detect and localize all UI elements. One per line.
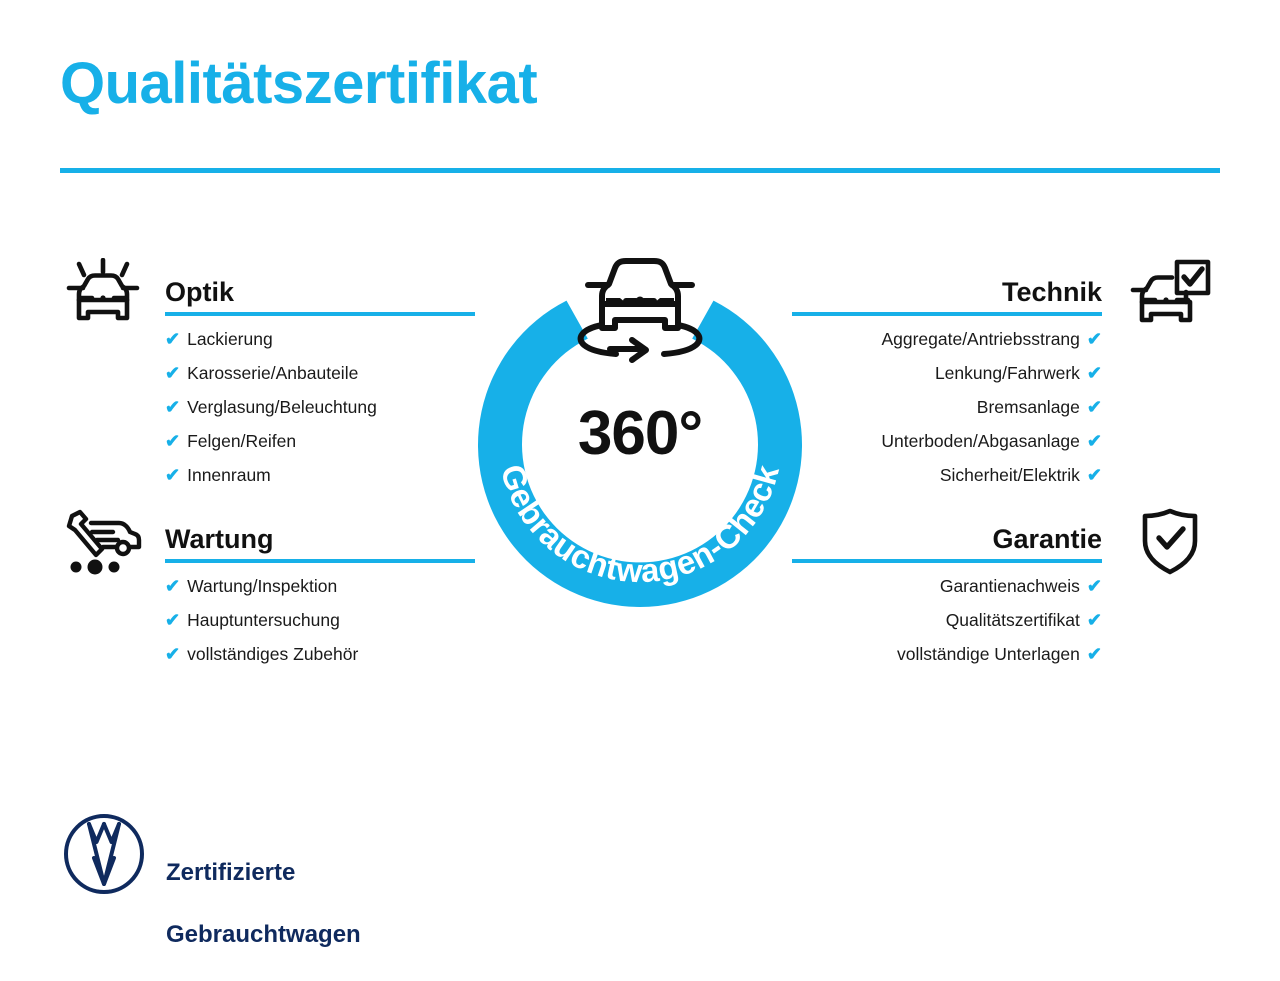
section-optik-list: ✔ Lackierung ✔ Karosserie/Anbauteile ✔ Verg… [55,324,475,490]
title-divider [60,168,1220,173]
section-technik-divider [792,312,1102,316]
list-item-label: Unterboden/Abgasanlage [881,431,1080,451]
gebrauchtwagen-check-badge: Gebrauchtwagen-Check 360° [452,252,828,628]
section-garantie-title: Garantie [992,524,1102,554]
car-front-shine-icon [61,257,145,330]
list-item-label: Hauptuntersuchung [187,610,340,630]
section-optik-header: Optik [55,257,475,321]
shield-check-icon [1128,505,1212,577]
section-garantie: Garantie Garantienachweis ✔ Qualitätszert… [792,505,1220,669]
check-icon: ✔ [1086,644,1102,664]
check-icon: ✔ [1086,576,1102,596]
section-garantie-divider [792,559,1102,563]
badge-ring-graphic: Gebrauchtwagen-Check [477,300,802,607]
check-icon: ✔ [165,431,181,451]
section-wartung-list: ✔ Wartung/Inspektion ✔ Hauptuntersuchung ✔… [55,571,475,669]
list-item: ✔ Felgen/Reifen [165,426,475,456]
list-item-label: Bremsanlage [976,397,1080,417]
check-icon: ✔ [165,576,181,596]
check-icon: ✔ [165,610,181,630]
list-item-label: vollständiges Zubehör [187,644,359,664]
list-item-label: Karosserie/Anbauteile [187,363,359,383]
section-garantie-header: Garantie [792,505,1220,575]
section-technik-header: Technik [792,258,1220,323]
list-item-label: Sicherheit/Elektrik [939,465,1080,485]
list-item: ✔ vollständiges Zubehör [165,639,475,669]
list-item-label: Innenraum [187,465,271,485]
check-icon: ✔ [1086,610,1102,630]
list-item-label: Lackierung [187,329,273,349]
check-icon: ✔ [165,397,181,417]
check-icon: ✔ [165,465,181,485]
list-item: ✔ Innenraum [165,460,475,490]
check-icon: ✔ [165,329,181,349]
check-icon: ✔ [1086,397,1102,417]
ring-shape [477,300,802,607]
page-title: Qualitätszertifikat [60,51,538,116]
footer-brand-label: Zertifizierte Gebrauchtwagen [166,826,361,981]
check-icon: ✔ [1086,363,1102,383]
list-item: Bremsanlage ✔ [800,392,1102,422]
section-technik-list: Aggregate/Antriebsstrang ✔ Lenkung/Fahrwe… [800,324,1220,490]
list-item-label: vollständige Unterlagen [897,644,1080,664]
list-item: ✔ Hauptuntersuchung [165,605,475,635]
list-item: Aggregate/Antriebsstrang ✔ [800,324,1102,354]
list-item-label: Qualitätszertifikat [945,610,1080,630]
check-icon: ✔ [165,644,181,664]
section-wartung-header: Wartung [55,505,475,575]
list-item: Unterboden/Abgasanlage ✔ [800,426,1102,456]
section-garantie-list: Garantienachweis ✔ Qualitätszertifikat ✔ v… [800,571,1220,669]
section-technik: Technik Aggregate/Antriebsstrang ✔ Lenkun… [792,258,1220,490]
list-item-label: Garantienachweis [939,576,1080,596]
list-item: ✔ Lackierung [165,324,475,354]
car-checkbox-icon [1128,258,1212,330]
list-item: ✔ Verglasung/Beleuchtung [165,392,475,422]
section-optik-title: Optik [165,277,235,307]
list-item-label: Verglasung/Beleuchtung [187,397,377,417]
list-item: Lenkung/Fahrwerk ✔ [800,358,1102,388]
badge-center-value: 360° [577,399,703,468]
list-item: ✔ Karosserie/Anbauteile [165,358,475,388]
volkswagen-logo-icon [62,812,146,896]
list-item: Sicherheit/Elektrik ✔ [800,460,1102,490]
list-item: vollständige Unterlagen ✔ [800,639,1102,669]
list-item-label: Lenkung/Fahrwerk [934,363,1080,383]
section-optik: Optik ✔ Lackierung ✔ Karosserie/Anbauteile… [55,257,475,490]
list-item: ✔ Wartung/Inspektion [165,571,475,601]
section-wartung-title: Wartung [165,524,274,554]
check-icon: ✔ [1086,465,1102,485]
section-optik-divider [165,312,475,316]
list-item-label: Felgen/Reifen [187,431,297,451]
section-wartung-divider [165,559,475,563]
check-icon: ✔ [1086,329,1102,349]
footer-brand: Zertifizierte Gebrauchtwagen [62,808,462,948]
list-item: Qualitätszertifikat ✔ [800,605,1102,635]
section-technik-title: Technik [1001,277,1102,307]
car-service-tool-icon [61,505,145,577]
list-item-label: Wartung/Inspektion [187,576,338,596]
car-rotate-360-icon [562,250,718,368]
section-wartung: Wartung ✔ Wartung/Inspektion ✔ Hauptunters… [55,505,475,669]
list-item: Garantienachweis ✔ [800,571,1102,601]
footer-brand-line2: Gebrauchtwagen [166,921,361,948]
list-item-label: Aggregate/Antriebsstrang [881,329,1080,349]
footer-brand-line1: Zertifizierte [166,859,296,886]
check-icon: ✔ [1086,431,1102,451]
check-icon: ✔ [165,363,181,383]
